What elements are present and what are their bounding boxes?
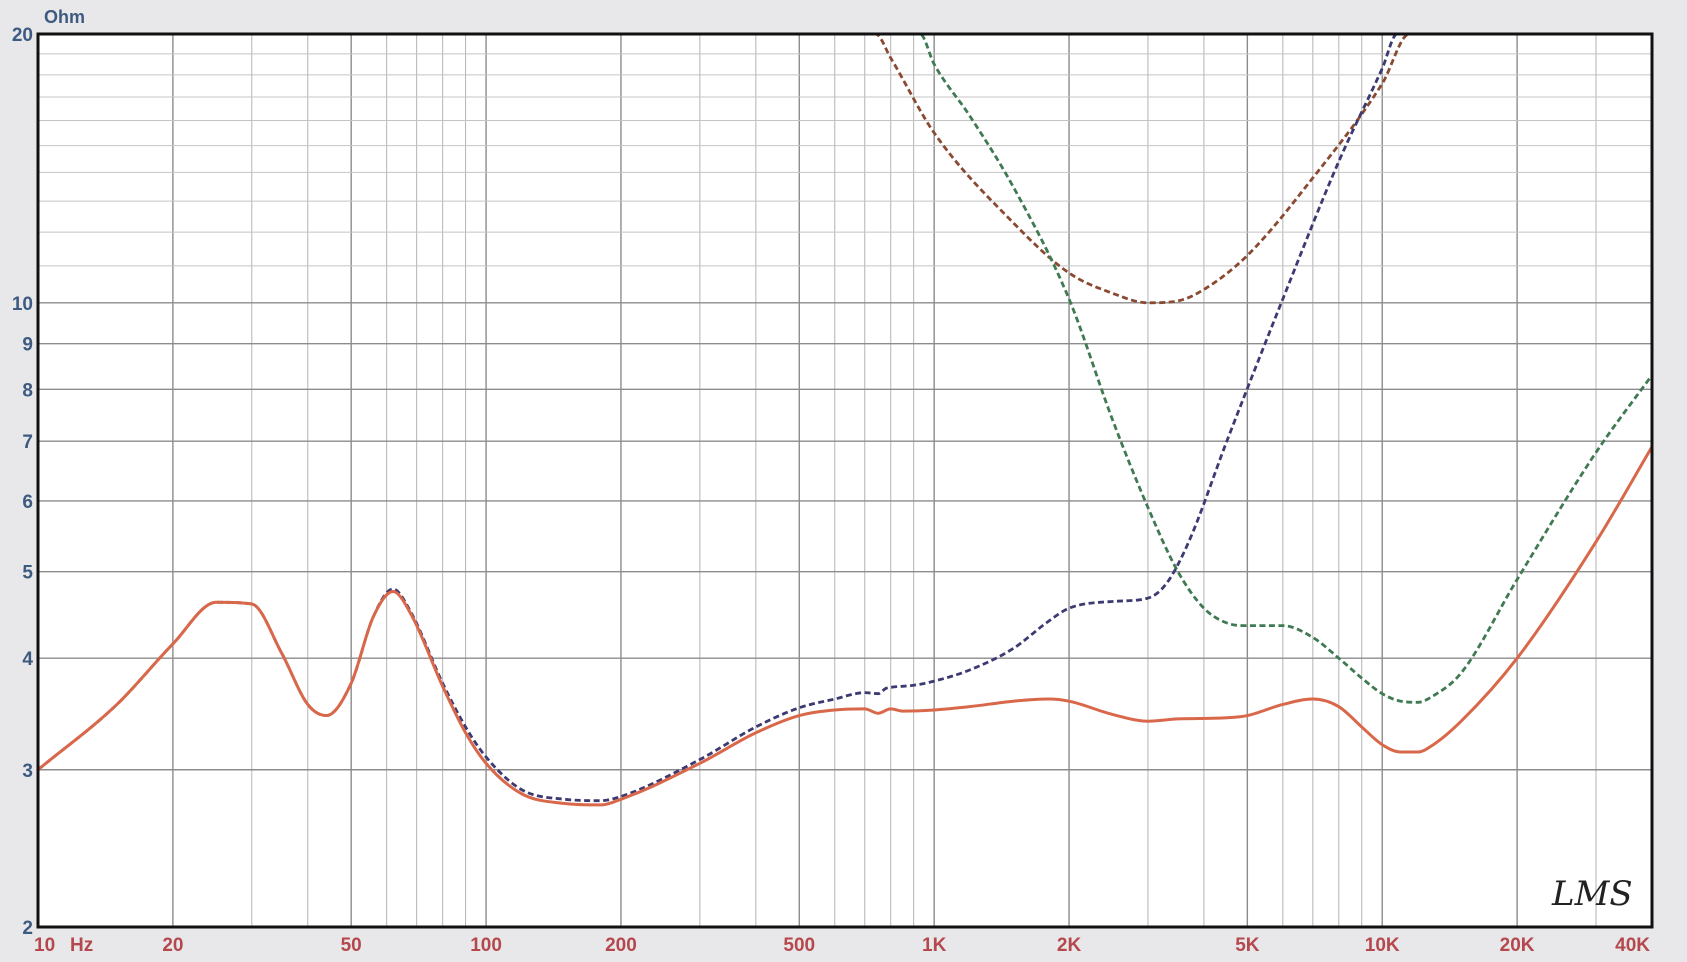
x-tick-label: 5K <box>1235 935 1260 956</box>
y-tick-label: 6 <box>22 492 33 513</box>
x-tick-label: 10 <box>34 935 55 956</box>
y-tick-label: 2 <box>22 918 33 939</box>
x-tick-label: 200 <box>605 935 637 956</box>
x-tick-label: 1K <box>922 935 947 956</box>
x-tick-label: 40K <box>1615 935 1650 956</box>
y-tick-label: 5 <box>22 563 33 584</box>
y-tick-label: 10 <box>12 294 33 315</box>
y-tick-label: 20 <box>12 25 33 46</box>
series-line-4 <box>37 445 1654 807</box>
y-tick-label: 4 <box>22 649 33 670</box>
x-unit-label: Hz <box>70 935 93 956</box>
x-tick-label: 10K <box>1365 935 1400 956</box>
x-tick-label: 20 <box>162 935 183 956</box>
y-tick-label: 9 <box>22 335 33 356</box>
y-unit-label: Ohm <box>44 7 85 27</box>
x-tick-label: 500 <box>783 935 815 956</box>
series-line-2 <box>38 32 1654 704</box>
tick-labels: 2 3 4 5 6 7 8 9 10 20 10 20 50 100 200 500 1K 2K 5K 10K 20K 4… <box>12 25 1650 956</box>
plot-background <box>38 34 1652 927</box>
x-tick-label: 50 <box>341 935 362 956</box>
y-tick-label: 3 <box>22 761 33 782</box>
plot-frame <box>36 32 1654 929</box>
grid <box>38 34 1652 927</box>
x-tick-label: 20K <box>1500 935 1535 956</box>
y-tick-label: 7 <box>22 432 33 453</box>
x-tick-label: 100 <box>470 935 502 956</box>
y-tick-label: 8 <box>22 380 33 401</box>
lms-logo: LMS <box>1551 874 1633 914</box>
x-tick-label: 2K <box>1057 935 1082 956</box>
